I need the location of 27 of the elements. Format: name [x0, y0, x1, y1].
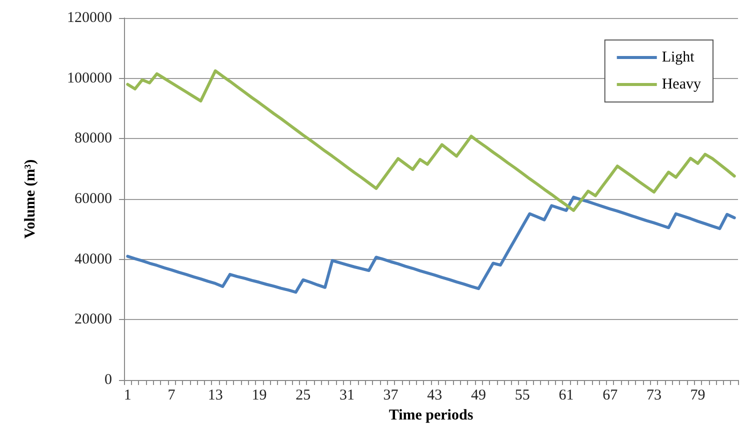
- x-tick-label: 55: [514, 388, 530, 404]
- x-axis-title: Time periods: [388, 408, 474, 424]
- x-tick-label: 13: [208, 388, 223, 404]
- y-tick-label: 40000: [74, 251, 112, 268]
- x-tick-label: 19: [252, 388, 267, 404]
- x-tick-label: 49: [471, 388, 486, 404]
- y-axis-title: Volume (m³): [22, 159, 38, 239]
- x-tick-label: 79: [690, 388, 706, 404]
- y-tick-label: 100000: [67, 70, 112, 86]
- legend-label: Heavy: [662, 76, 702, 92]
- line-series: [126, 69, 736, 212]
- x-tick-label: 7: [168, 388, 176, 404]
- line-series: [126, 196, 736, 294]
- y-tick-label: 120000: [67, 10, 112, 26]
- y-tick-label: 60000: [74, 191, 112, 207]
- x-tick-label: 73: [646, 388, 662, 404]
- y-tick-label: 80000: [74, 130, 112, 147]
- legend-label: Light: [662, 50, 696, 66]
- x-tick-label: 25: [296, 388, 311, 404]
- x-tick-label: 1: [124, 388, 132, 404]
- y-tick-label: 0: [104, 372, 112, 388]
- x-tick-label: 37: [383, 388, 399, 404]
- x-tick-label: 61: [558, 388, 574, 404]
- x-tick-label: 43: [427, 388, 442, 404]
- x-tick-label: 67: [602, 388, 618, 404]
- y-tick-label: 20000: [74, 312, 112, 328]
- x-tick-label: 31: [339, 388, 354, 404]
